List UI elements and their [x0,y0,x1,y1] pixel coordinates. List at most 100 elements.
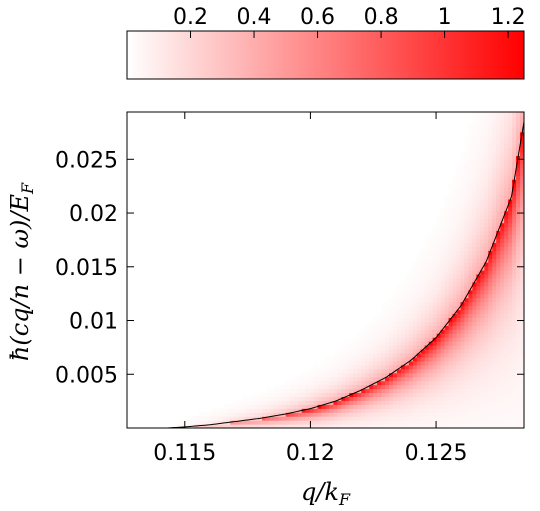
heatmap-cell [460,151,466,157]
heatmap-cell [369,416,374,421]
heatmap-cell [428,408,434,413]
heatmap-cell [448,293,454,299]
heatmap-cell [321,380,327,386]
heatmap-cell [456,214,462,220]
heatmap-cell [512,356,517,362]
heatmap-cell [500,242,505,247]
heatmap-cell [476,238,481,243]
heatmap-cell [460,262,466,267]
heatmap-cell [329,424,335,428]
heatmap-cell [464,175,470,180]
heatmap-cell [512,234,517,239]
heatmap-cell [488,313,493,318]
heatmap-cell [456,202,462,208]
heatmap-cell [436,408,442,413]
heatmap-cell [508,230,513,236]
heatmap-cell [472,258,477,263]
heatmap-cell [428,230,434,236]
heatmap-cell [412,293,418,299]
heatmap-cell [488,230,493,236]
heatmap-cell [508,262,513,267]
heatmap-cell [512,400,517,405]
heatmap-cell [448,325,454,330]
heatmap-cell [500,388,505,394]
heatmap-cell [520,301,524,307]
heatmap-cell [341,416,346,421]
heatmap-cell [440,210,446,216]
heatmap-cell [516,356,521,362]
heatmap-cell [492,368,497,374]
heatmap-cell [448,416,454,421]
heatmap-cell [512,191,517,196]
heatmap-cell [412,364,418,370]
heatmap-cell [468,273,473,279]
heatmap-cell [472,289,477,295]
heatmap-cell [432,285,438,291]
heatmap-cell [500,254,505,259]
heatmap-cell [496,127,501,133]
heatmap-cell [476,297,481,303]
heatmap-cell [508,258,513,263]
heatmap-cell [500,171,505,176]
heatmap-cell [492,171,497,176]
heatmap-cell [512,238,517,243]
heatmap-cell [488,297,493,303]
heatmap-cell [508,396,513,401]
heatmap-cell [277,388,283,394]
heatmap-cell [305,380,311,386]
heatmap-cell [440,262,446,267]
heatmap-cell [508,183,513,188]
heatmap-cell [472,254,477,259]
heatmap-cell [285,400,291,405]
heatmap-cell [432,313,438,318]
heatmap-cell [436,400,442,405]
heatmap-cell [440,250,446,255]
heatmap-cell [504,123,509,129]
heatmap-cell [377,341,382,346]
heatmap-cell [452,293,458,299]
heatmap-cell [488,424,493,428]
heatmap-cell [508,127,513,133]
heatmap-cell [480,297,485,303]
heatmap-cell [452,258,458,263]
heatmap-cell [325,404,331,409]
heatmap-cell [476,198,481,204]
heatmap-cell [416,309,422,315]
heatmap-cell [464,345,470,350]
heatmap-cell [468,301,473,307]
heatmap-cell [456,273,462,279]
heatmap-cell [385,301,390,307]
heatmap-cell [492,384,497,390]
heatmap-cell [420,400,426,405]
heatmap-cell [456,206,462,212]
heatmap-cell [416,317,422,322]
heatmap-cell [504,412,509,417]
heatmap-cell [480,384,485,390]
heatmap-cell [436,329,442,334]
heatmap-cell [464,270,470,275]
heatmap-cell [440,325,446,330]
heatmap-cell [313,412,319,417]
heatmap-cell [242,396,247,401]
heatmap-cell [420,360,426,366]
heatmap-cell [377,392,382,397]
heatmap-cell [488,112,493,117]
heatmap-cell [512,206,517,212]
heatmap-cell [448,210,454,216]
heatmap-cell [472,163,477,168]
heatmap-cell [500,301,505,307]
heatmap-cell [321,424,327,428]
heatmap-cell [464,309,470,315]
heatmap-cell [516,115,521,121]
heatmap-cell [416,305,422,311]
heatmap-cell [404,384,410,390]
heatmap-cell [480,210,485,216]
heatmap-cell [504,194,509,200]
heatmap-cell [516,337,521,342]
heatmap-cell [214,416,219,421]
heatmap-cell [472,159,477,164]
heatmap-cell [488,187,493,192]
heatmap-cell [349,376,354,382]
heatmap-cell [516,127,521,133]
heatmap-cell [516,273,521,279]
